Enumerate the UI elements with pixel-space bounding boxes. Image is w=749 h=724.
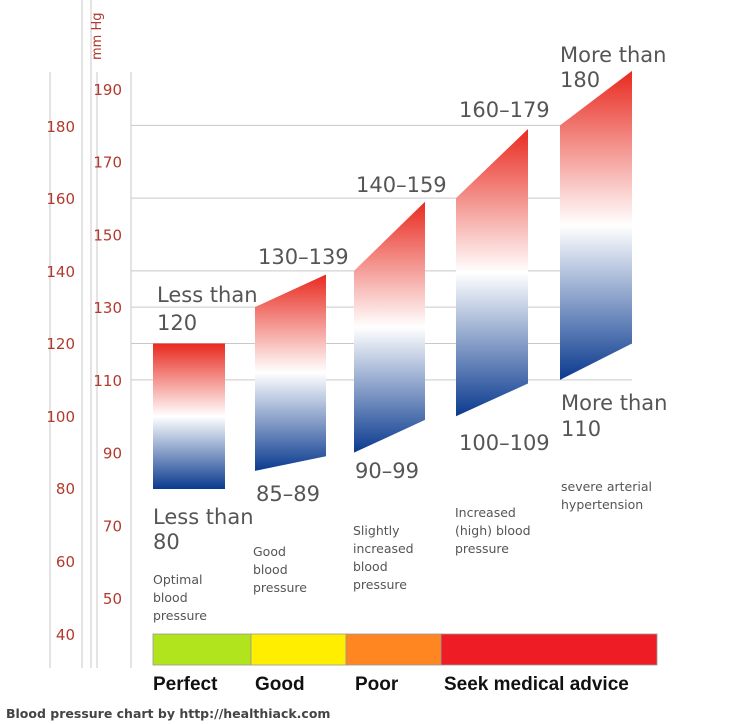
bar-description: pressure	[353, 577, 407, 592]
systolic-range-label: 140–159	[356, 173, 447, 197]
bar-description: Optimal	[153, 572, 202, 587]
right-axis-ticks: 190 170 150 130 110 90 70 50	[93, 81, 122, 608]
pressure-bars	[153, 70, 632, 489]
systolic-range-label: More than	[560, 43, 666, 67]
systolic-range-label: 120	[157, 311, 197, 335]
bar-description: Good	[253, 544, 286, 559]
footer-credit: Blood pressure chart by http://healthiac…	[6, 706, 330, 721]
unit-label: mm Hg	[90, 13, 105, 61]
diastolic-range-label: 90–99	[355, 459, 419, 483]
bar-description: pressure	[253, 580, 307, 595]
pressure-bar	[560, 70, 632, 380]
bar-description: blood	[353, 559, 388, 574]
left-tick-label: 160	[46, 190, 75, 208]
right-tick-label: 110	[93, 372, 122, 390]
category-label: Good	[255, 674, 305, 695]
right-tick-label: 190	[93, 81, 122, 99]
bar-description: pressure	[455, 541, 509, 556]
systolic-range-label: 160–179	[459, 98, 550, 122]
right-tick-label: 150	[93, 226, 122, 244]
left-tick-label: 100	[46, 408, 75, 426]
left-tick-label: 60	[56, 553, 75, 571]
right-tick-label: 170	[93, 154, 122, 172]
right-tick-label: 50	[103, 590, 122, 608]
category-label: Poor	[355, 674, 399, 695]
axis-lines	[49, 0, 132, 668]
diastolic-range-label: 100–109	[459, 431, 550, 455]
left-tick-label: 80	[56, 480, 75, 498]
right-tick-label: 70	[103, 517, 122, 535]
bar-description: hypertension	[561, 497, 643, 512]
category-swatch	[440, 633, 658, 666]
systolic-range-label: 130–139	[258, 245, 349, 269]
pressure-bar	[153, 343, 225, 489]
bar-description: increased	[353, 541, 414, 556]
bar-description: pressure	[153, 608, 207, 623]
diastolic-range-label: More than	[561, 391, 667, 415]
bar-description: severe arterial	[561, 479, 652, 494]
left-tick-label: 140	[46, 263, 75, 281]
left-tick-label: 180	[46, 118, 75, 136]
category-swatch	[345, 633, 442, 666]
right-tick-label: 130	[93, 299, 122, 317]
left-axis-ticks: 180 160 140 120 100 80 60 40	[46, 118, 75, 644]
category-swatch	[250, 633, 347, 666]
diastolic-range-label: 80	[153, 530, 180, 554]
category-strip: Perfect Good Poor Seek medical advice	[152, 633, 658, 695]
category-label: Perfect	[153, 674, 218, 695]
pressure-bar	[354, 201, 425, 453]
systolic-range-label: Less than	[157, 283, 258, 307]
bar-description: Slightly	[353, 523, 400, 538]
pressure-bar	[255, 274, 326, 471]
bar-description: blood	[253, 562, 288, 577]
left-tick-label: 120	[46, 335, 75, 353]
diastolic-range-label: Less than	[153, 505, 254, 529]
bar-description: (high) blood	[455, 523, 531, 538]
right-tick-label: 90	[103, 445, 122, 463]
diastolic-range-label: 110	[561, 417, 601, 441]
bar-description: Increased	[455, 505, 516, 520]
systolic-range-label: 180	[560, 68, 600, 92]
category-swatch	[152, 633, 252, 666]
diastolic-range-label: 85–89	[256, 482, 320, 506]
bar-description: blood	[153, 590, 188, 605]
category-label: Seek medical advice	[444, 674, 629, 695]
left-tick-label: 40	[56, 626, 75, 644]
pressure-bar	[456, 128, 528, 417]
